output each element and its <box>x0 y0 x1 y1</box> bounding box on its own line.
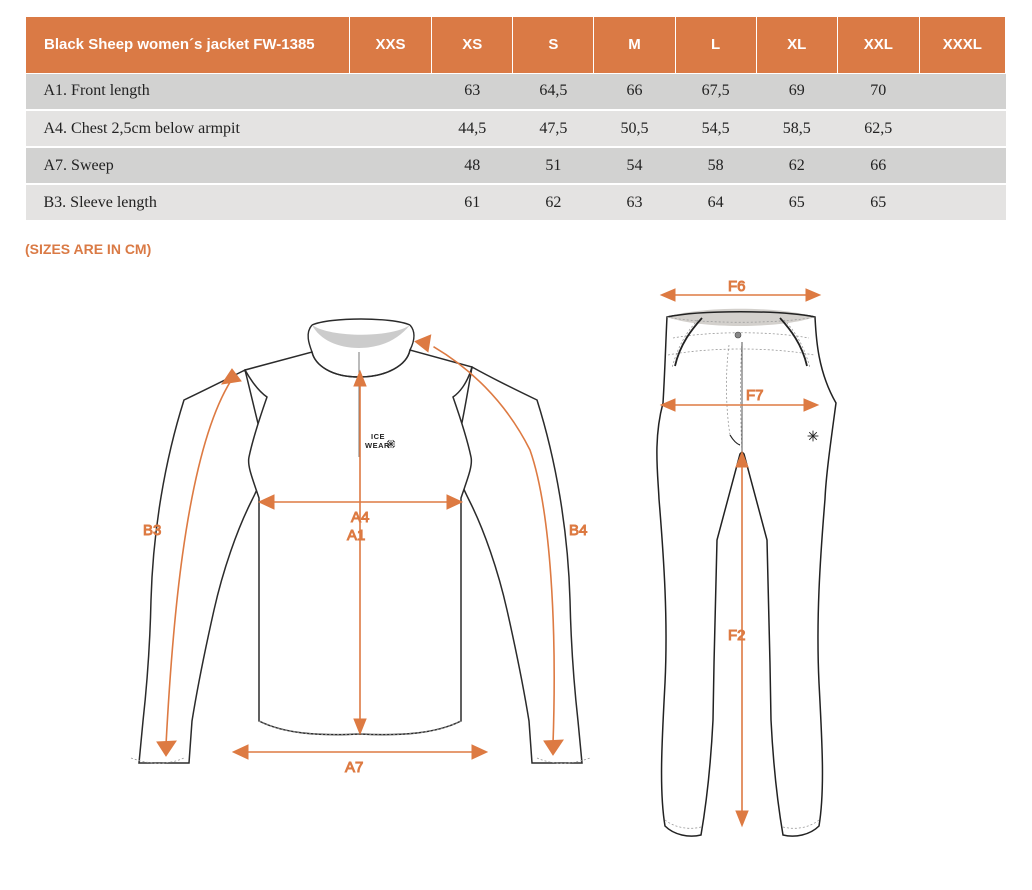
svg-text:ICE: ICE <box>371 432 385 441</box>
svg-text:F6: F6 <box>728 280 746 295</box>
svg-text:A7: A7 <box>345 759 363 776</box>
svg-text:A1: A1 <box>347 527 365 544</box>
svg-text:WEAR: WEAR <box>365 441 390 450</box>
svg-text:B3: B3 <box>143 522 161 539</box>
svg-text:A4: A4 <box>351 509 369 526</box>
svg-text:F7: F7 <box>746 387 764 404</box>
svg-text:F2: F2 <box>728 627 746 644</box>
svg-text:B4: B4 <box>569 522 587 539</box>
